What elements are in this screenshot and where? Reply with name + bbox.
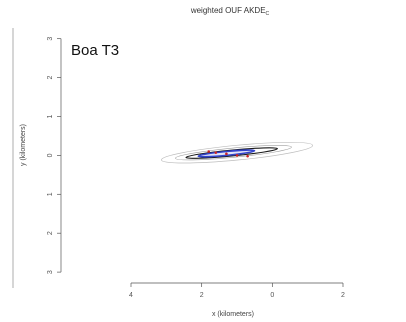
y-tick-label: 2 <box>47 76 54 80</box>
y-axis-title: y (kilometers) <box>20 124 27 166</box>
x-tick-label: 4 <box>129 292 133 299</box>
contour-middle-ci <box>175 145 292 161</box>
panel-label: Boa T3 <box>71 42 119 59</box>
location-point <box>246 154 249 158</box>
location-point <box>207 150 211 153</box>
chart-title: weighted OUF AKDEC <box>190 6 270 17</box>
location-point <box>225 152 228 156</box>
y-tick-label: 2 <box>47 231 54 235</box>
x-tick-label: 2 <box>200 292 204 299</box>
x-axis: 4 2 0 2 <box>129 282 345 299</box>
y-tick-label: 1 <box>47 114 54 118</box>
x-tick-label: 0 <box>270 292 274 299</box>
plot-area <box>161 141 313 164</box>
location-point <box>235 154 239 157</box>
x-axis-title: x (kilometers) <box>212 311 254 318</box>
contour-outer-ci <box>161 141 313 164</box>
chart-title-text: weighted OUF AKDE <box>190 6 266 15</box>
contour-estimate <box>185 147 278 159</box>
location-point <box>214 151 218 154</box>
y-tick-label: 3 <box>47 270 54 274</box>
x-tick-label: 2 <box>341 292 345 299</box>
y-tick-label: 3 <box>47 37 54 41</box>
y-axis: 3 2 1 0 1 2 3 <box>47 37 62 274</box>
y-tick-label: 0 <box>47 153 54 157</box>
y-tick-label: 1 <box>47 192 54 196</box>
chart-title-subscript: C <box>266 11 270 17</box>
